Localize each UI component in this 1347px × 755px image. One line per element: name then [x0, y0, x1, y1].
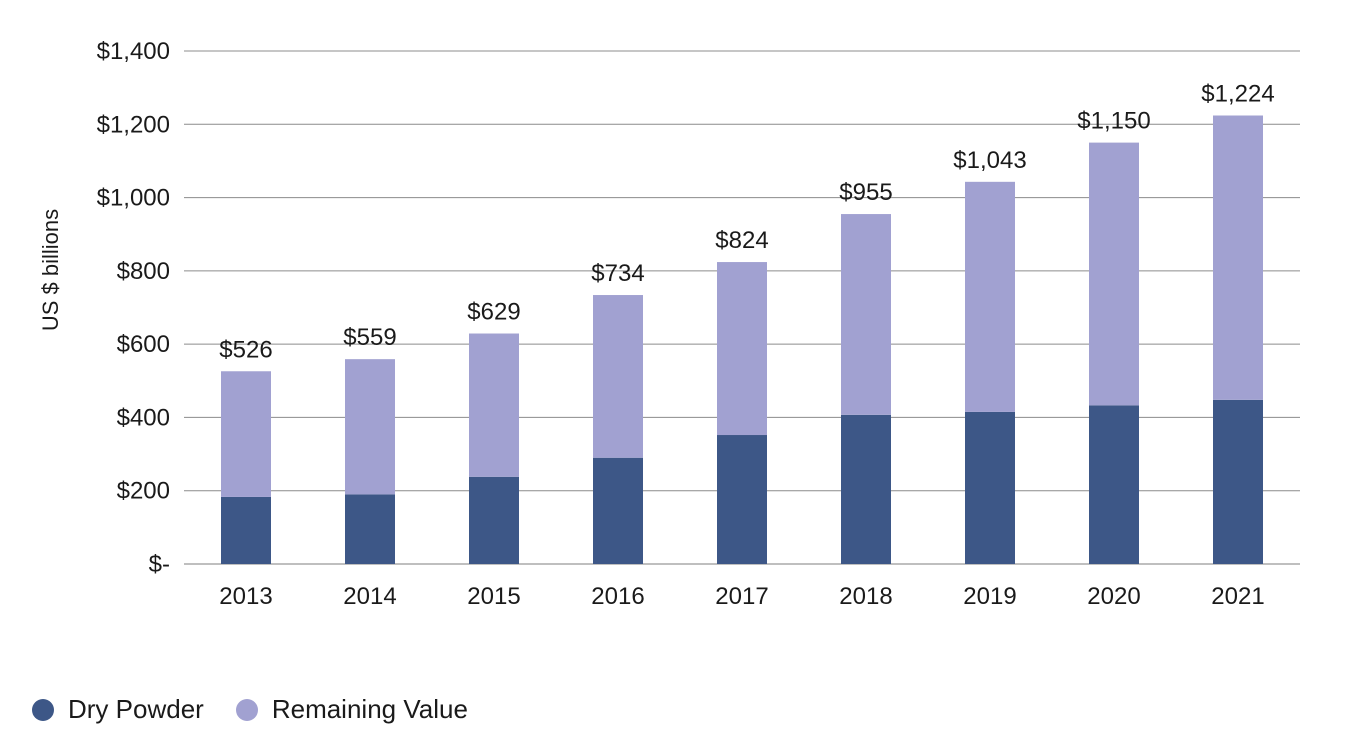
legend: Dry Powder Remaining Value [32, 694, 500, 725]
legend-label-dry-powder: Dry Powder [68, 694, 204, 724]
total-label-2021: $1,224 [1201, 80, 1274, 107]
y-tick-label: $400 [117, 404, 170, 431]
total-label-2017: $824 [715, 227, 768, 254]
x-tick-label-2021: 2021 [1211, 583, 1264, 610]
x-axis-ticks: 2013 2014 2015 2016 2017 2018 2019 2020 2021 [219, 583, 1264, 610]
y-tick-label: $- [149, 551, 170, 578]
bar-remaining-value-2021 [1213, 115, 1263, 400]
bar-remaining-value-2020 [1089, 142, 1139, 406]
y-tick-label: $1,000 [97, 185, 170, 212]
total-label-2015: $629 [467, 299, 520, 326]
bar-remaining-value-2015 [469, 333, 519, 477]
bar-remaining-value-2017 [717, 262, 767, 436]
bar-dry-powder-2017 [717, 435, 767, 564]
x-tick-label-2014: 2014 [343, 583, 396, 610]
bar-dry-powder-2015 [469, 476, 519, 564]
bar-dry-powder-2020 [1089, 405, 1139, 564]
x-tick-label-2018: 2018 [839, 583, 892, 610]
x-tick-label-2019: 2019 [963, 583, 1016, 610]
bar-remaining-value-2014 [345, 359, 395, 495]
bar-dry-powder-2019 [965, 411, 1015, 564]
total-label-2018: $955 [839, 179, 892, 206]
legend-label-remaining-value: Remaining Value [271, 694, 468, 724]
y-tick-label: $200 [117, 478, 170, 505]
x-tick-label-2020: 2020 [1087, 583, 1140, 610]
x-tick-label-2015: 2015 [467, 583, 520, 610]
bar-remaining-value-2018 [841, 214, 891, 415]
bar-dry-powder-2014 [345, 494, 395, 564]
total-label-2016: $734 [591, 260, 644, 287]
x-tick-label-2016: 2016 [591, 583, 644, 610]
x-tick-label-2013: 2013 [219, 583, 272, 610]
bars [221, 115, 1263, 564]
bar-dry-powder-2013 [221, 496, 271, 564]
legend-item-dry-powder: Dry Powder [32, 694, 204, 725]
y-tick-label: $600 [117, 331, 170, 358]
stacked-bar-chart: $- $200 $400 $600 $800 $1,000 $1,200 $1,400 $52… [38, 38, 1300, 610]
total-label-2013: $526 [219, 336, 272, 363]
bar-remaining-value-2013 [221, 371, 271, 497]
y-tick-label: $800 [117, 258, 170, 285]
y-axis-label: US $ billions [38, 209, 63, 331]
x-tick-label-2017: 2017 [715, 583, 768, 610]
bar-remaining-value-2019 [965, 181, 1015, 412]
legend-swatch-dry-powder [32, 698, 54, 721]
y-tick-label: $1,400 [97, 38, 170, 65]
y-axis-ticks: $- $200 $400 $600 $800 $1,000 $1,200 $1,400 [97, 38, 170, 578]
bar-remaining-value-2016 [593, 295, 643, 458]
legend-swatch-remaining-value [235, 698, 258, 721]
bar-dry-powder-2021 [1213, 399, 1263, 564]
total-labels: $526 $559 $629 $734 $824 $955 $1,043 $1,150 $1,2… [219, 80, 1274, 363]
legend-item-remaining-value: Remaining Value [235, 694, 468, 725]
bar-dry-powder-2016 [593, 457, 643, 564]
bar-dry-powder-2018 [841, 414, 891, 564]
total-label-2020: $1,150 [1077, 108, 1150, 135]
total-label-2014: $559 [343, 324, 396, 351]
y-tick-label: $1,200 [97, 111, 170, 138]
total-label-2019: $1,043 [953, 147, 1026, 174]
